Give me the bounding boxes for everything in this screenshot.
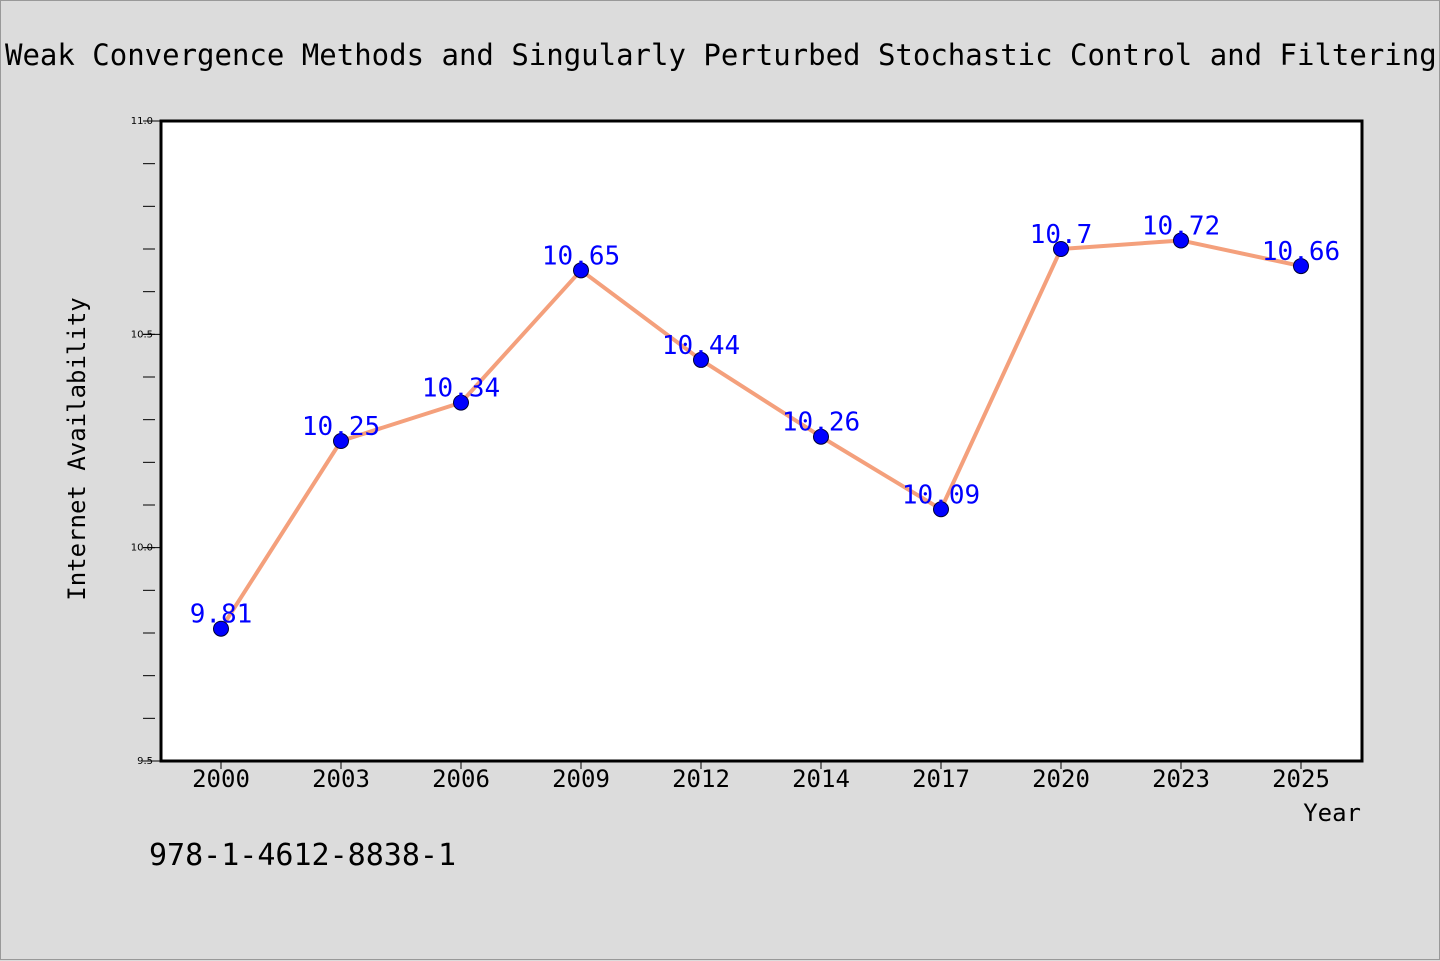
data-point [1173,232,1189,249]
data-label: 10.72 [1142,211,1220,241]
x-tick-label: 2009 [552,765,610,793]
data-point [333,433,349,449]
data-point [693,351,709,368]
y-tick-label: 9.5 [137,756,153,767]
data-point [1053,241,1069,257]
x-tick-label: 2012 [672,765,730,793]
x-axis-title: Year [1303,799,1361,827]
y-axis: 9.5 10.0 10.5 11.0 [131,116,160,767]
data-point [213,620,229,637]
plot-area [159,119,1364,763]
data-point [1293,258,1309,275]
data-label: 9.81 [190,600,253,630]
x-tick-label: 2020 [1032,765,1090,793]
data-point [573,262,589,279]
x-tick-label: 2025 [1272,765,1330,793]
data-label: 10.34 [422,374,500,404]
data-label: 10.26 [782,408,860,438]
data-label: 10.7 [1030,220,1093,250]
data-labels: 9.81 10.25 10.34 10.65 10.44 10.26 10.09 10.7 10… [190,211,1340,629]
series-line [219,238,1302,630]
x-tick-label: 2014 [792,765,850,793]
x-tick-label: 2000 [192,765,250,793]
data-point [453,394,469,411]
data-label: 10.66 [1262,237,1340,267]
data-markers [213,232,1309,637]
x-tick-label: 2017 [912,765,970,793]
data-point [813,428,829,445]
x-tick-label: 2003 [312,765,370,793]
x-tick-label: 2023 [1152,765,1210,793]
x-tick-label: 2006 [432,765,490,793]
y-tick-label: 11.0 [131,116,153,127]
chart-title: Weak Convergence Methods and Singularly … [5,38,1440,72]
y-tick-label: 10.0 [131,543,153,554]
data-label: 10.65 [542,241,620,271]
data-label: 10.25 [302,412,380,442]
y-axis-title: Internet Availability [63,297,91,600]
y-tick-label: 10.5 [131,329,153,340]
footer-identifier: 978-1-4612-8838-1 [149,838,456,873]
x-axis: 2000 2003 2006 2009 2012 2014 2017 2020 2023 2025 [192,761,1330,793]
data-label: 10.09 [902,480,980,510]
data-label: 10.44 [662,331,740,361]
data-point [933,501,949,518]
